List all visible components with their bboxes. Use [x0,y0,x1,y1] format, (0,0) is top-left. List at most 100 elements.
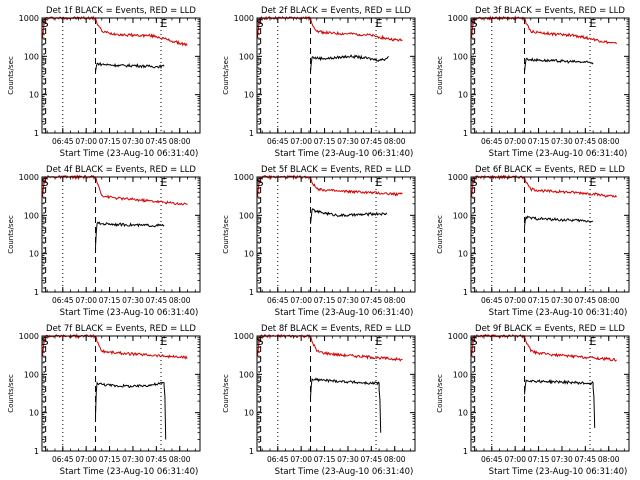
x-tick-label: 07:00 [75,137,97,146]
x-axis-label: Start Time (23-Aug-10 06:31:40) [489,467,628,477]
x-axis-label: Start Time (23-Aug-10 06:31:40) [275,149,414,159]
end-marker-label: E [590,335,597,348]
plot-frame [256,335,416,452]
events-series-line [95,381,167,440]
y-tick-label: 1000 [448,14,468,23]
y-tick-label: 100 [24,370,39,379]
start-marker-label: S [257,176,264,189]
x-axis-label: Start Time (23-Aug-10 06:31:40) [60,149,199,159]
start-marker-label: S [42,176,49,189]
x-tick-label: 07:15 [528,296,550,305]
y-tick-label: 1000 [448,332,468,341]
x-tick-label: 07:45 [575,296,597,305]
x-tick-label: 07:30 [122,455,144,464]
chart-panel-8: Det 8f BLACK = Events, RED = LLD Counts/s… [222,324,416,477]
start-marker-label: S [471,17,478,30]
x-tick-label: 06:45 [52,296,74,305]
x-tick-label: 07:45 [361,137,383,146]
y-tick-label: 10 [458,409,468,418]
x-tick-label: 07:45 [575,455,597,464]
x-tick-label: 08:00 [169,296,191,305]
x-tick-label: 07:00 [290,296,312,305]
x-tick-label: 07:45 [146,296,168,305]
chart-title: Det 2f BLACK = Events, RED = LLD [261,6,411,16]
x-tick-label: 07:15 [314,455,336,464]
chart-title: Det 5f BLACK = Events, RED = LLD [261,165,411,175]
start-marker-label: S [257,17,264,30]
y-tick-label: 1000 [234,332,254,341]
x-tick-label: 08:00 [598,137,620,146]
end-marker-label: E [161,176,168,189]
end-marker-label: E [161,335,168,348]
start-marker-label: S [42,17,49,30]
x-tick-label: 07:15 [528,137,550,146]
y-tick-label: 100 [453,52,468,61]
x-axis-label: Start Time (23-Aug-10 06:31:40) [489,308,628,318]
chart-panel-1: Det 1f BLACK = Events, RED = LLD Counts/s… [7,6,201,159]
y-tick-label: 100 [239,52,254,61]
chart-panel-3: Det 3f BLACK = Events, RED = LLD Counts/s… [436,6,630,159]
x-tick-label: 06:45 [52,455,74,464]
x-tick-label: 07:00 [504,455,526,464]
plot-frame [41,17,201,134]
y-tick-label: 100 [453,211,468,220]
plot-frame [470,335,630,452]
y-axis-label: Counts/sec [436,56,444,95]
y-tick-label: 10 [29,409,39,418]
x-axis-label: Start Time (23-Aug-10 06:31:40) [489,149,628,159]
plot-frame [470,17,630,134]
y-tick-label: 1 [34,288,39,297]
y-tick-label: 10 [29,91,39,100]
plot-frame [41,176,201,293]
x-tick-label: 07:30 [551,137,573,146]
y-axis-label: Counts/sec [436,215,444,254]
x-tick-label: 07:45 [575,137,597,146]
x-tick-label: 07:00 [504,137,526,146]
y-tick-label: 10 [244,409,254,418]
x-tick-label: 07:00 [504,296,526,305]
y-tick-label: 1 [463,288,468,297]
y-tick-label: 1 [249,447,254,456]
y-tick-label: 1 [463,129,468,138]
plot-frame [470,176,630,293]
end-marker-label: E [376,176,383,189]
x-axis-label: Start Time (23-Aug-10 06:31:40) [275,308,414,318]
end-marker-label: E [161,17,168,30]
y-tick-label: 10 [458,91,468,100]
chart-panel-2: Det 2f BLACK = Events, RED = LLD Counts/s… [222,6,416,159]
y-axis-label: Counts/sec [7,374,15,413]
lld-series-line [471,15,617,45]
x-tick-label: 08:00 [384,137,406,146]
events-series-line [524,215,594,227]
start-marker-label: S [471,176,478,189]
x-axis-label: Start Time (23-Aug-10 06:31:40) [60,308,199,318]
x-tick-label: 06:45 [52,137,74,146]
x-tick-label: 06:45 [481,455,503,464]
x-tick-label: 07:15 [99,455,121,464]
plot-frame [41,335,201,452]
lld-series-line [257,333,403,362]
end-marker-label: E [376,17,383,30]
x-tick-label: 07:30 [122,296,144,305]
events-series-line [310,54,389,72]
chart-title: Det 7f BLACK = Events, RED = LLD [46,324,196,334]
x-tick-label: 08:00 [598,296,620,305]
y-tick-label: 100 [239,370,254,379]
x-tick-label: 07:15 [314,296,336,305]
x-tick-label: 07:15 [528,455,550,464]
y-axis-label: Counts/sec [7,56,15,95]
x-tick-label: 07:00 [75,455,97,464]
x-tick-label: 06:45 [481,296,503,305]
y-axis-label: Counts/sec [436,374,444,413]
y-tick-label: 1000 [19,14,39,23]
y-axis-label: Counts/sec [222,374,230,413]
chart-panel-7: Det 7f BLACK = Events, RED = LLD Counts/s… [7,324,201,477]
end-marker-label: E [376,335,383,348]
x-tick-label: 06:45 [267,455,289,464]
x-tick-label: 08:00 [384,296,406,305]
end-marker-label: E [590,176,597,189]
y-tick-label: 1000 [234,14,254,23]
chart-title: Det 4f BLACK = Events, RED = LLD [46,165,196,175]
y-tick-label: 1 [463,447,468,456]
